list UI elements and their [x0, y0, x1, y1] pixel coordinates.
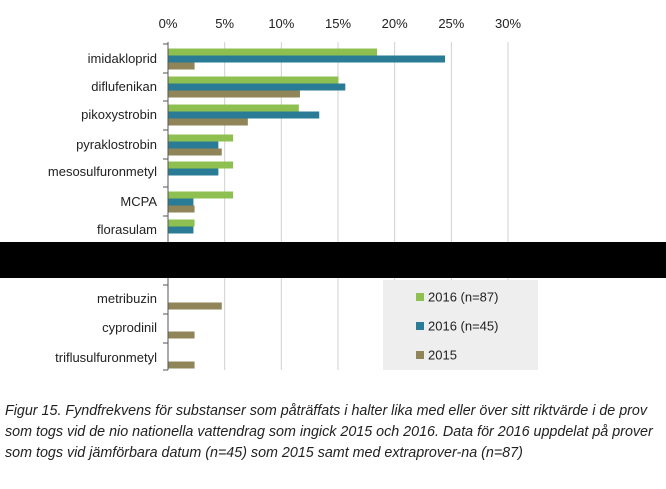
bar — [168, 331, 195, 339]
bar — [168, 361, 195, 369]
legend-label: 2016 (n=87) — [428, 290, 498, 305]
bar — [168, 302, 222, 310]
bar — [168, 62, 195, 70]
x-tick-labels: 0% 5% 10% 15% 20% 25% 30% — [159, 16, 522, 31]
bar — [168, 83, 346, 91]
category-label: diflufenikan — [91, 79, 157, 94]
x-tick-label: 15% — [325, 16, 351, 31]
category-label: mesosulfuronmetyl — [48, 164, 157, 179]
category-label: triflusulfuronmetyl — [55, 350, 157, 365]
value-axis — [163, 42, 169, 371]
category-label: MCPA — [120, 194, 157, 209]
x-tick-label: 30% — [495, 16, 521, 31]
bar — [168, 55, 446, 63]
bar — [168, 90, 300, 98]
category-label: cyprodinil — [102, 320, 157, 335]
legend-swatch — [416, 322, 424, 330]
bar-chart: 0% 5% 10% 15% 20% 25% 30% imidakloprid diflufen… — [0, 16, 666, 371]
bar — [168, 76, 339, 84]
bar — [168, 118, 248, 126]
figure-caption: Figur 15. Fyndfrekvens för substanser so… — [5, 403, 653, 461]
bar — [168, 198, 194, 206]
bar — [168, 226, 194, 234]
legend-swatch — [416, 351, 424, 359]
bar — [168, 134, 234, 142]
category-label: metribuzin — [97, 291, 157, 306]
bar — [168, 168, 219, 176]
bar — [168, 219, 195, 227]
category-label: imidakloprid — [88, 51, 157, 66]
category-label: pikoxystrobin — [81, 107, 157, 122]
bar — [168, 104, 299, 112]
bar — [168, 148, 222, 156]
category-label: pyraklostrobin — [76, 137, 157, 152]
x-tick-label: 5% — [215, 16, 234, 31]
legend-label: 2016 (n=45) — [428, 319, 498, 334]
bar — [168, 141, 219, 149]
x-tick-label: 20% — [382, 16, 408, 31]
legend: 2016 (n=87) 2016 (n=45) 2015 — [383, 280, 538, 370]
x-tick-label: 0% — [159, 16, 178, 31]
bar — [168, 161, 234, 169]
legend-swatch — [416, 293, 424, 301]
category-labels: imidakloprid diflufenikan pikoxystrobin pyr… — [48, 51, 157, 365]
bar — [168, 205, 195, 213]
bars — [168, 48, 446, 369]
bar — [168, 111, 320, 119]
x-tick-label: 10% — [268, 16, 294, 31]
redaction-bar — [0, 242, 666, 278]
bar — [168, 48, 378, 56]
legend-label: 2015 — [428, 348, 457, 363]
bar — [168, 191, 234, 199]
x-tick-label: 25% — [438, 16, 464, 31]
category-label: florasulam — [97, 222, 157, 237]
legend-box — [383, 280, 538, 370]
